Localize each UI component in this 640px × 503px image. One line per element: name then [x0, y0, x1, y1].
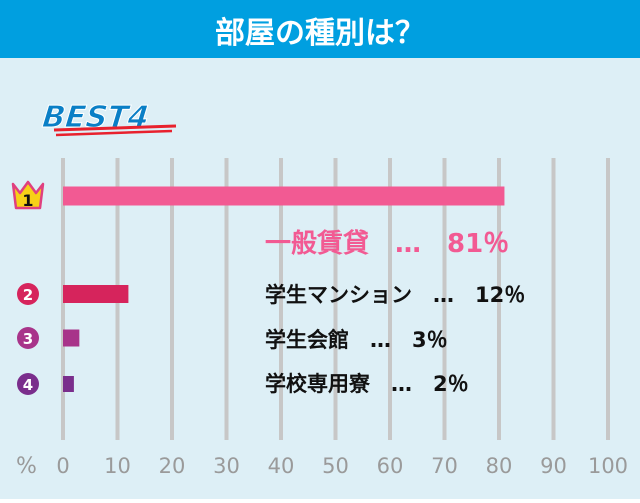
bars: [63, 186, 505, 392]
header-background: [0, 0, 640, 58]
bar-label: 学生マンション … 12％: [265, 283, 525, 307]
rank-circle-icon: 4: [17, 373, 39, 395]
rank-number: 4: [23, 376, 33, 394]
bar: [63, 186, 505, 206]
rank-number: 1: [22, 191, 33, 210]
x-tick-label: 80: [486, 454, 513, 478]
x-tick-label: 10: [104, 454, 131, 478]
rank-circle: [17, 283, 39, 305]
x-tick-label: 40: [268, 454, 295, 478]
rank-circle: [17, 373, 39, 395]
chart-panel: [0, 58, 640, 499]
rank-circle: [17, 327, 39, 349]
x-tick-label: 50: [322, 454, 349, 478]
bar-labels: 一般賃貸 … 81％ 学生マンション … 12％ 学生会館 … 3％ 学校専用寮 … …: [265, 228, 525, 396]
rank-markers: 1 2 3 4: [11, 180, 45, 395]
page-title: 部屋の種別は？: [215, 16, 425, 51]
rank-number: 2: [23, 286, 33, 304]
crown-shape: [11, 180, 45, 210]
badge-underline: [53, 124, 177, 132]
bar: [63, 329, 80, 347]
rank-number: 3: [23, 330, 33, 348]
badge-underline: [55, 129, 173, 137]
x-tick-label: 0: [56, 454, 69, 478]
bar-label: 学生会館 … 3％: [265, 328, 448, 352]
crown-icon: 1: [11, 180, 45, 210]
rank-circle-icon: 3: [17, 327, 39, 349]
x-axis-unit-label: %: [16, 454, 37, 479]
bar-label: 一般賃貸 … 81％: [265, 228, 509, 259]
bar-label: 学校専用寮 … 2％: [265, 372, 469, 396]
bar: [63, 285, 129, 303]
x-tick-label: 20: [159, 454, 186, 478]
rank-circle-icon: 2: [17, 283, 39, 305]
x-tick-label: 100: [588, 454, 628, 478]
x-tick-label: 30: [213, 454, 240, 478]
x-tick-label: 70: [431, 454, 458, 478]
x-tick-label: 90: [540, 454, 567, 478]
x-axis-ticks: 0 10 20 30 40 50 60 70 80 90 100: [56, 454, 628, 478]
bar: [63, 376, 74, 392]
best-badge: BEST4: [40, 100, 177, 137]
x-tick-label: 60: [377, 454, 404, 478]
